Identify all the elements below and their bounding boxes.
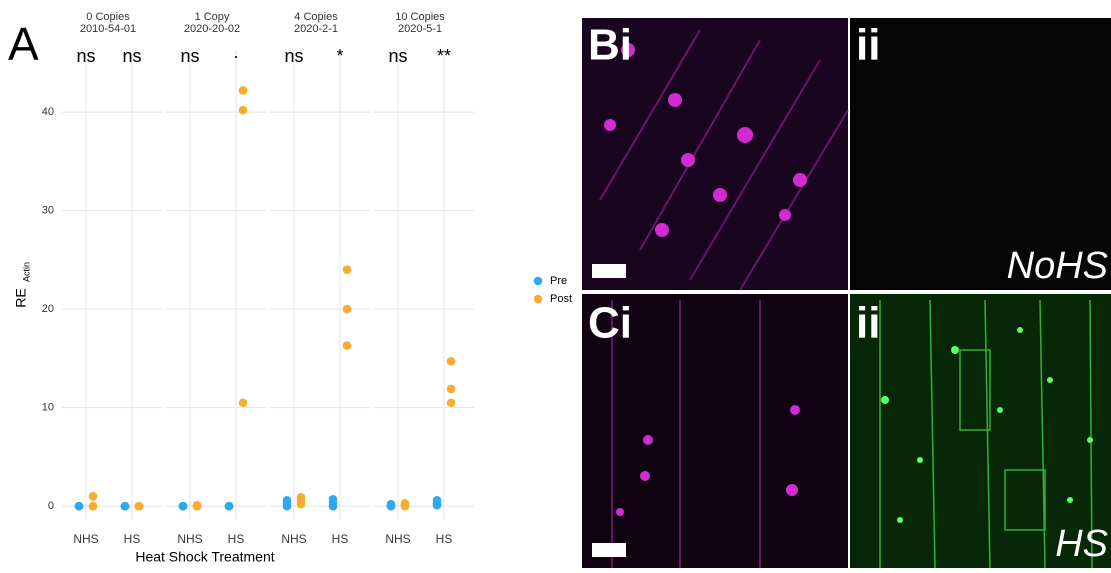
facet-title: 0 Copies bbox=[86, 11, 130, 23]
point bbox=[238, 105, 248, 115]
point bbox=[432, 500, 442, 510]
scale-bar bbox=[592, 264, 626, 278]
image-label: Bi bbox=[588, 21, 632, 70]
significance-label: · bbox=[233, 46, 239, 66]
x-tick-label: NHS bbox=[281, 532, 306, 546]
image-ci bbox=[582, 294, 848, 568]
point bbox=[328, 501, 338, 511]
point bbox=[342, 265, 352, 275]
scale-bar bbox=[592, 543, 626, 557]
point bbox=[296, 499, 306, 509]
x-tick-label: HS bbox=[436, 532, 453, 546]
significance-label: ** bbox=[437, 46, 451, 66]
significance-label: ns bbox=[284, 46, 303, 66]
y-tick-label: 10 bbox=[42, 402, 54, 414]
y-tick-label: 0 bbox=[48, 500, 54, 512]
image-cii bbox=[850, 294, 1111, 568]
facet-title: 4 Copies bbox=[294, 11, 338, 23]
gfp-cells bbox=[879, 299, 1093, 569]
condition-label: NoHS bbox=[1007, 245, 1108, 287]
point bbox=[120, 501, 130, 511]
legend-label: Post bbox=[550, 293, 572, 305]
point bbox=[386, 501, 396, 511]
y-label-sub: Actin bbox=[21, 262, 31, 282]
significance-label: ns bbox=[180, 46, 199, 66]
significance-label: ns bbox=[122, 46, 141, 66]
facet-subtitle: 2010-54-01 bbox=[80, 23, 136, 35]
significance-label: * bbox=[336, 46, 343, 66]
x-tick-label: HS bbox=[332, 532, 349, 546]
y-tick-label: 40 bbox=[42, 106, 54, 118]
x-tick-label: NHS bbox=[177, 532, 202, 546]
x-tick-label: HS bbox=[124, 532, 141, 546]
point bbox=[178, 501, 188, 511]
point bbox=[342, 304, 352, 314]
panel-label: A bbox=[8, 18, 39, 70]
point bbox=[192, 501, 202, 511]
y-axis-label: RE Actin bbox=[13, 262, 32, 308]
x-tick-label: HS bbox=[228, 532, 245, 546]
point bbox=[446, 357, 456, 366]
y-label-main: RE bbox=[13, 288, 29, 307]
image-label: ii bbox=[856, 21, 880, 70]
x-tick-label: NHS bbox=[73, 532, 98, 546]
point bbox=[88, 492, 98, 501]
point bbox=[446, 384, 456, 394]
image-bii bbox=[850, 18, 1111, 290]
significance-label: ns bbox=[76, 46, 95, 66]
point bbox=[74, 501, 84, 511]
facet-title: 1 Copy bbox=[195, 11, 230, 23]
facet-title: 10 Copies bbox=[395, 11, 445, 23]
point bbox=[400, 501, 410, 511]
point bbox=[238, 86, 248, 95]
significance-label: ns bbox=[388, 46, 407, 66]
point bbox=[88, 501, 98, 511]
nuclei bbox=[604, 43, 807, 516]
point bbox=[238, 398, 248, 408]
image-label: Ci bbox=[588, 299, 632, 348]
y-tick-label: 30 bbox=[42, 205, 54, 217]
image-label: ii bbox=[856, 299, 880, 348]
x-axis-label: Heat Shock Treatment bbox=[135, 549, 274, 565]
point bbox=[446, 398, 456, 408]
legend-swatch bbox=[533, 276, 543, 286]
facet-subtitle: 2020-5-1 bbox=[398, 23, 442, 35]
x-tick-label: NHS bbox=[385, 532, 410, 546]
legend-swatch bbox=[533, 294, 543, 304]
cell-walls bbox=[599, 29, 849, 568]
condition-label: HS bbox=[1055, 523, 1108, 565]
facet-subtitle: 2020-20-02 bbox=[184, 23, 240, 35]
micrographs: Bi ii NoHS Ci ii HS bbox=[582, 18, 1111, 569]
facet-subtitle: 2020-2-1 bbox=[294, 23, 338, 35]
gfp-spots bbox=[881, 327, 1093, 523]
legend-label: Pre bbox=[550, 275, 567, 287]
point bbox=[134, 501, 144, 511]
point bbox=[224, 501, 234, 511]
point bbox=[342, 341, 352, 350]
y-tick-label: 20 bbox=[42, 303, 54, 315]
point bbox=[282, 501, 292, 511]
